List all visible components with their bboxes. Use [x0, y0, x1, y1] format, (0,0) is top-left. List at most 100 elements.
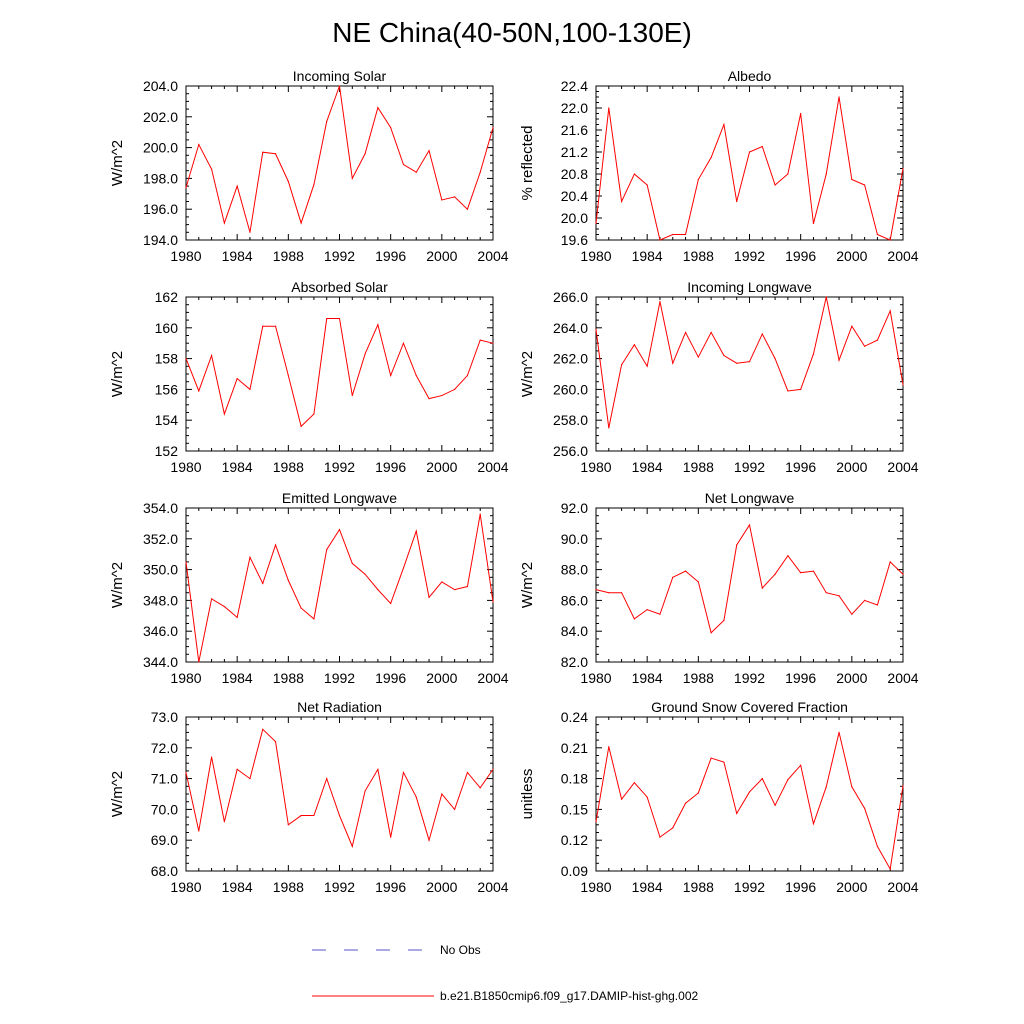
data-point [659, 836, 661, 838]
data-point [812, 353, 815, 355]
data-point [415, 796, 417, 798]
x-tick-label: 1984 [632, 459, 663, 475]
data-point [454, 589, 456, 591]
data-point [633, 618, 635, 620]
data-point [198, 143, 200, 146]
x-tick-label: 1988 [683, 248, 714, 264]
y-tick-label: 262.0 [553, 351, 588, 367]
x-tick-label: 1988 [683, 670, 714, 686]
y-tick-label: 266.0 [553, 289, 588, 305]
data-point [620, 798, 623, 800]
data-point [608, 746, 610, 748]
data-point [800, 388, 802, 390]
data-point [787, 390, 789, 392]
data-point [748, 524, 751, 526]
data-point [274, 741, 277, 743]
y-tick-label: 88.0 [561, 562, 588, 578]
data-point [274, 325, 277, 327]
y-tick-label: 264.0 [553, 320, 588, 336]
panel-title: Net Radiation [297, 699, 382, 715]
y-axis-label: W/m^2 [519, 351, 536, 397]
data-point [723, 619, 725, 622]
data-point [454, 808, 456, 811]
data-point [697, 178, 699, 181]
data-point [338, 528, 341, 531]
data-point [812, 570, 815, 572]
y-tick-label: 352.0 [143, 531, 178, 547]
y-tick-label: 0.21 [561, 740, 588, 756]
panel-6: Net Longwave W/m^2 82.0 84.0 86.0 88.0 90.0 92.… [519, 490, 919, 686]
x-tick-label: 1992 [324, 879, 355, 895]
data-point [441, 394, 443, 397]
data-point [236, 616, 238, 618]
data-point [236, 378, 238, 380]
data-point [249, 388, 251, 390]
data-point [351, 394, 353, 397]
data-point [492, 342, 494, 344]
y-tick-label: 22.0 [561, 100, 588, 116]
data-point [262, 325, 264, 327]
data-point [723, 123, 725, 126]
y-tick-label: 348.0 [143, 592, 178, 608]
data-point [262, 728, 264, 730]
series-line [185, 514, 494, 663]
data-point [710, 156, 712, 159]
data-point [428, 398, 430, 400]
y-tick-label: 256.0 [553, 443, 588, 459]
panel-4: Incoming Longwave W/m^2 256.0 258.0 260.0 262… [519, 279, 919, 475]
x-tick-label: 1996 [375, 670, 406, 686]
data-point [377, 324, 379, 326]
x-tick-label: 2000 [836, 248, 867, 264]
data-point [223, 821, 225, 823]
data-point [338, 814, 341, 817]
data-point [812, 823, 815, 825]
data-point [748, 151, 751, 153]
y-tick-label: 92.0 [561, 500, 588, 516]
series-line [185, 728, 494, 848]
data-point [646, 609, 648, 611]
data-point [646, 365, 648, 367]
x-tick-label: 2004 [887, 248, 918, 264]
plot-frame [595, 507, 904, 663]
legend: No Obs b.e21.B1850cmip6.f09_g17.DAMIP-his… [312, 943, 698, 1003]
data-point [620, 200, 623, 203]
data-point [825, 786, 827, 788]
x-tick-label: 1996 [375, 879, 406, 895]
data-point [748, 791, 751, 793]
y-tick-label: 0.09 [561, 863, 588, 879]
data-point [415, 530, 417, 532]
data-point [684, 233, 687, 236]
x-tick-label: 2004 [477, 670, 508, 686]
panel-2: Albedo % reflected 19.6 20.0 20.4 20.8 21.2 21.… [519, 68, 919, 264]
data-point [390, 836, 392, 838]
data-point [274, 153, 277, 155]
series-line [595, 296, 904, 428]
data-point [774, 184, 776, 186]
data-point [672, 827, 674, 829]
series-line [185, 85, 494, 233]
data-point [479, 339, 481, 341]
y-tick-label: 258.0 [553, 412, 588, 428]
y-tick-label: 90.0 [561, 531, 588, 547]
data-point [633, 344, 635, 346]
data-point [249, 231, 251, 233]
data-point [736, 544, 738, 546]
data-point [236, 185, 238, 187]
data-point [300, 607, 302, 609]
panel-title: Absorbed Solar [291, 279, 388, 295]
x-tick-label: 1992 [734, 879, 765, 895]
x-tick-label: 1992 [324, 248, 355, 264]
data-point [838, 359, 840, 361]
y-tick-label: 19.6 [561, 232, 588, 248]
data-point [902, 785, 904, 787]
y-tick-label: 202.0 [143, 109, 178, 125]
y-tick-label: 346.0 [143, 623, 178, 639]
data-point [441, 199, 443, 201]
x-tick-label: 2004 [477, 879, 508, 895]
x-tick-label: 2000 [836, 670, 867, 686]
x-tick-label: 1984 [222, 670, 253, 686]
plot-frame [185, 716, 494, 872]
y-tick-label: 68.0 [151, 863, 178, 879]
data-point [223, 222, 225, 224]
plot-frame [595, 296, 904, 452]
